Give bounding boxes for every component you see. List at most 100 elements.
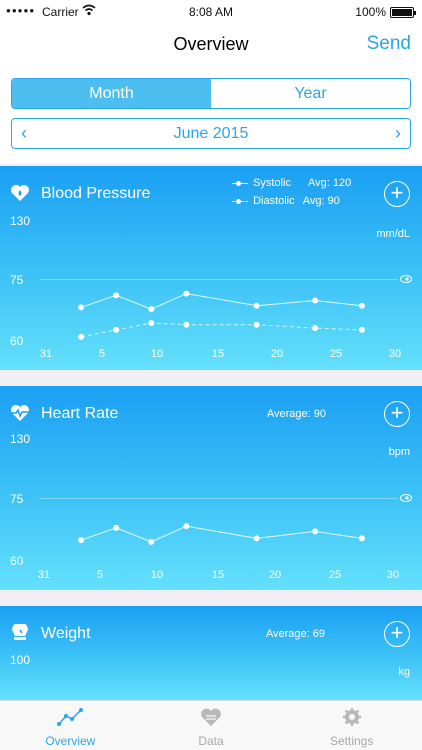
navigation-bar: Overview Send	[0, 24, 422, 70]
data-point[interactable]	[78, 537, 85, 544]
x-tick-label: 25	[329, 348, 343, 360]
data-point[interactable]	[358, 302, 365, 309]
wifi-icon	[82, 4, 96, 16]
add-weight-button[interactable]: +	[384, 621, 410, 647]
y-tick-label: 60	[10, 554, 24, 568]
gridline	[40, 279, 398, 280]
y-tick-label: 130	[10, 214, 31, 228]
gear-icon	[342, 708, 361, 726]
card-title: Blood Pressure	[41, 185, 151, 202]
data-point[interactable]	[113, 524, 120, 531]
heart-rate-card[interactable]: Heart Rate Average: 90 + bpm 130 75 60 3…	[0, 386, 422, 590]
page-title: Overview	[173, 34, 249, 54]
weight-card[interactable]: Weight Average: 69 + 100 kg	[0, 606, 422, 700]
y-tick-label: 75	[10, 492, 24, 506]
carrier-label: Carrier	[42, 5, 79, 19]
card-title: Heart Rate	[41, 405, 119, 422]
status-bar: ●●●●● Carrier 8:08 AM 100%	[0, 0, 422, 24]
legend-label: Systolic	[253, 177, 291, 189]
x-tick-label: 15	[211, 569, 225, 581]
data-point[interactable]	[183, 290, 190, 297]
x-tick-label: 25	[328, 569, 342, 581]
scale-icon	[12, 624, 28, 640]
x-tick-label: 30	[388, 348, 402, 360]
signal-icon: ●●●●●	[6, 6, 36, 15]
tab-overview[interactable]: Overview	[0, 701, 141, 750]
x-tick-label: 15	[211, 348, 225, 360]
tab-data[interactable]: Data	[141, 701, 282, 750]
month-picker: ‹ June 2015 ›	[11, 118, 411, 149]
unit-label: kg	[398, 666, 410, 678]
data-point[interactable]	[253, 302, 260, 309]
tab-settings[interactable]: Settings	[281, 701, 422, 750]
send-button[interactable]: Send	[366, 33, 411, 54]
data-point[interactable]	[253, 535, 260, 542]
legend-label: Diastolic	[253, 195, 295, 207]
unit-label: bpm	[388, 446, 410, 458]
gridline	[40, 498, 398, 499]
clock: 8:08 AM	[188, 5, 234, 19]
x-tick-label: 31	[37, 569, 51, 581]
x-tick-label: 10	[150, 348, 164, 360]
data-point[interactable]	[312, 325, 319, 332]
legend-systolic: Systolic Avg: 120	[232, 177, 351, 189]
next-month-button[interactable]: ›	[395, 123, 401, 143]
add-blood-pressure-button[interactable]: +	[384, 181, 410, 207]
x-tick-label: 20	[268, 569, 282, 581]
tab-label: Data	[198, 734, 224, 748]
battery-icon	[390, 7, 416, 18]
heart-pulse-icon	[11, 405, 29, 421]
eye-icon[interactable]	[400, 275, 412, 283]
x-tick-label: 5	[96, 569, 104, 581]
segment-month[interactable]: Month	[12, 79, 211, 108]
data-point[interactable]	[78, 304, 85, 311]
data-point[interactable]	[78, 333, 85, 340]
data-point[interactable]	[358, 326, 365, 333]
y-tick-label: 60	[10, 334, 24, 348]
average-label: Average: 90	[266, 408, 326, 420]
data-point[interactable]	[113, 292, 120, 299]
period-controls: Month Year ‹ June 2015 ›	[0, 70, 422, 164]
diastolic-line-swatch	[232, 198, 248, 204]
card-title: Weight	[41, 625, 91, 642]
y-tick-label: 75	[10, 273, 24, 287]
x-tick-label: 31	[39, 348, 53, 360]
data-point[interactable]	[312, 528, 319, 535]
x-tick-label: 10	[150, 569, 164, 581]
unit-label: mm/dL	[376, 228, 410, 240]
data-point[interactable]	[148, 319, 155, 326]
x-tick-label: 5	[98, 348, 106, 360]
heart-list-icon	[201, 708, 221, 726]
systolic-line-swatch	[232, 180, 248, 186]
data-point[interactable]	[183, 523, 190, 530]
blood-pressure-card[interactable]: Blood Pressure Systolic Avg: 120 Diastol…	[0, 166, 422, 370]
series-line-heart-rate	[80, 525, 362, 543]
data-point[interactable]	[183, 321, 190, 328]
data-point[interactable]	[312, 297, 319, 304]
chart-line-icon	[57, 708, 84, 726]
period-segmented-control: Month Year	[11, 78, 411, 109]
y-tick-label: 130	[10, 432, 31, 446]
heart-rate-plot	[78, 523, 365, 545]
tab-label: Settings	[330, 734, 374, 748]
data-point[interactable]	[358, 535, 365, 542]
heart-drop-icon	[11, 185, 29, 201]
segment-year[interactable]: Year	[211, 79, 410, 108]
y-tick-label: 100	[10, 653, 31, 667]
data-point[interactable]	[148, 538, 155, 545]
legend-avg: Avg: 90	[302, 195, 340, 207]
blood-pressure-plot	[78, 290, 365, 340]
legend-diastolic: Diastolic Avg: 90	[232, 195, 340, 207]
average-label: Average: 69	[265, 628, 325, 640]
previous-month-button[interactable]: ‹	[21, 123, 27, 143]
tab-label: Overview	[45, 734, 96, 748]
eye-icon[interactable]	[400, 494, 412, 502]
data-point[interactable]	[148, 306, 155, 313]
x-tick-label: 30	[386, 569, 400, 581]
legend-avg: Avg: 120	[308, 177, 352, 189]
data-point[interactable]	[113, 326, 120, 333]
x-tick-label: 20	[270, 348, 284, 360]
add-heart-rate-button[interactable]: +	[384, 401, 410, 427]
data-point[interactable]	[253, 321, 260, 328]
series-line-diastolic	[81, 322, 362, 338]
